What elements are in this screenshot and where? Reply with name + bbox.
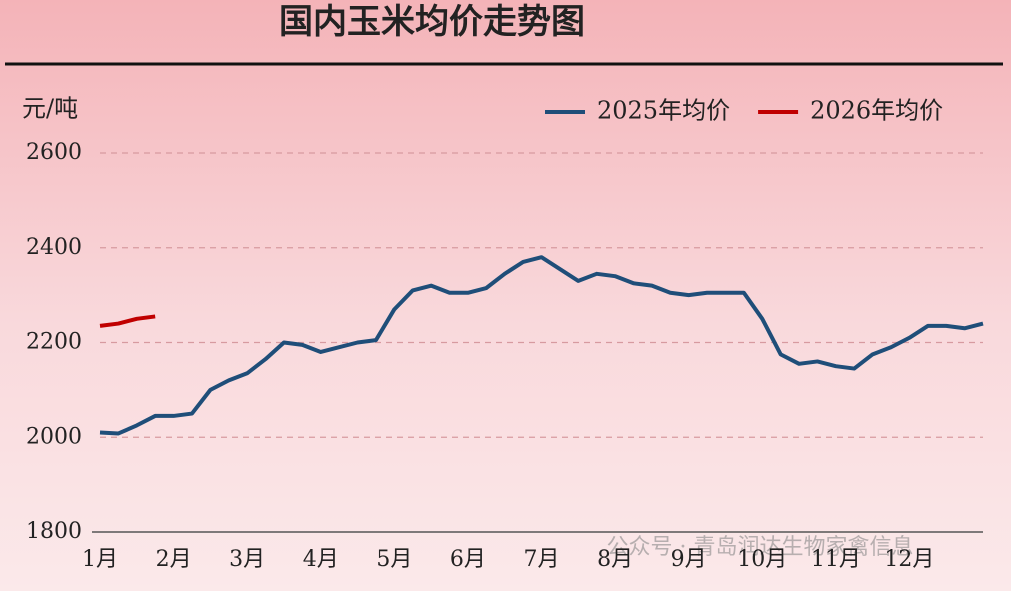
x-tick-label: 6月 <box>450 547 486 572</box>
y-tick-label: 2400 <box>26 235 82 260</box>
x-tick-label: 4月 <box>303 547 339 572</box>
y-tick-label: 1800 <box>26 519 82 544</box>
x-tick-label: 3月 <box>229 547 265 572</box>
y-tick-label: 2000 <box>26 424 82 449</box>
x-tick-label: 11月 <box>811 547 861 572</box>
legend-label: 2025年均价 <box>597 97 730 125</box>
x-tick-label: 7月 <box>524 547 560 572</box>
watermark: 公众号 · 青岛润达生物家禽信息 <box>607 535 914 560</box>
x-tick-label: 5月 <box>376 547 412 572</box>
series-line <box>99 255 984 436</box>
x-tick-label: 9月 <box>671 547 707 572</box>
chart-title: 国内玉米均价走势图 <box>279 2 585 42</box>
series-line <box>99 314 156 328</box>
y-tick-label: 2600 <box>26 140 82 165</box>
legend-label: 2026年均价 <box>810 97 943 125</box>
y-axis-label: 元/吨 <box>22 95 78 123</box>
x-tick-label: 8月 <box>597 547 633 572</box>
x-tick-label: 2月 <box>156 547 192 572</box>
x-tick-label: 10月 <box>737 547 787 572</box>
x-tick-label: 1月 <box>82 547 118 572</box>
y-tick-label: 2200 <box>26 330 82 355</box>
x-tick-label: 12月 <box>884 547 934 572</box>
